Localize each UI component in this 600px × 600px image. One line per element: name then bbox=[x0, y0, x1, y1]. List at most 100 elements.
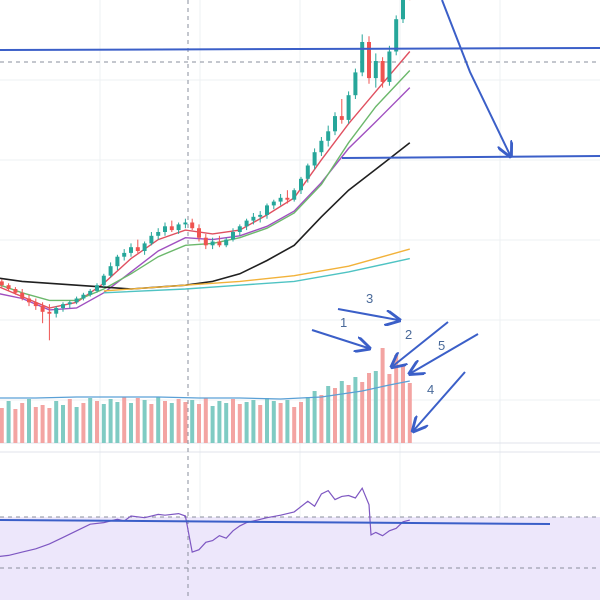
volume-bar bbox=[312, 391, 317, 443]
candle-body bbox=[88, 290, 93, 295]
annotation-arrow-2[interactable] bbox=[393, 321, 449, 366]
volume-bar bbox=[360, 382, 365, 443]
volume-bar bbox=[108, 399, 113, 443]
annotation-arrow-3[interactable] bbox=[337, 308, 398, 320]
candle-body bbox=[278, 197, 283, 202]
volume-bar bbox=[101, 404, 106, 443]
candle-body bbox=[190, 222, 195, 229]
volume-bar bbox=[339, 381, 344, 443]
volume-bar bbox=[346, 385, 351, 443]
volume-bar bbox=[292, 407, 297, 443]
volume-bar bbox=[401, 365, 405, 443]
candle-body bbox=[380, 61, 385, 82]
volume-bar bbox=[142, 400, 147, 443]
candle-body bbox=[244, 220, 249, 227]
volume-bar bbox=[203, 398, 208, 443]
volume-bar bbox=[163, 401, 167, 443]
volume-bar bbox=[149, 404, 154, 443]
annotation-arrow-4[interactable] bbox=[414, 371, 466, 430]
rsi-horizontal-line[interactable] bbox=[0, 519, 551, 525]
candle-body bbox=[54, 308, 59, 314]
horizontal-target-line[interactable] bbox=[341, 155, 600, 159]
volume-bar bbox=[305, 397, 310, 443]
volume-bar bbox=[74, 407, 79, 443]
candle-body bbox=[197, 228, 201, 238]
volume-bar bbox=[373, 371, 378, 443]
volume-bar bbox=[61, 405, 65, 443]
candle-body bbox=[163, 226, 167, 232]
candle-body bbox=[183, 222, 188, 225]
volume-bar bbox=[135, 398, 140, 443]
candle-body bbox=[373, 61, 378, 79]
candle-body bbox=[47, 311, 52, 314]
rsi-pane bbox=[0, 516, 600, 600]
rsi-line-layer bbox=[0, 486, 410, 558]
candle-body bbox=[81, 294, 86, 299]
user-drawings: 1 2 3 4 5 bbox=[0, 0, 600, 525]
volume-bar bbox=[285, 400, 290, 443]
candle-body bbox=[135, 247, 140, 251]
volume-bar bbox=[367, 373, 371, 443]
volume-bar bbox=[387, 374, 392, 443]
candle-body bbox=[231, 232, 235, 240]
candle-body bbox=[20, 292, 25, 299]
candle-body bbox=[101, 275, 106, 286]
candle-body bbox=[258, 214, 263, 217]
volume-bar bbox=[217, 401, 222, 443]
candle-body bbox=[156, 232, 161, 236]
annotation-label-5: 5 bbox=[438, 338, 445, 353]
volume-bar bbox=[33, 407, 38, 443]
volume-bar bbox=[326, 386, 331, 443]
candle-body bbox=[353, 72, 358, 96]
candle-body bbox=[387, 51, 392, 82]
volume-bar bbox=[333, 388, 337, 443]
candle-body bbox=[74, 298, 79, 303]
candle-body bbox=[339, 116, 344, 120]
volume-bar bbox=[95, 401, 99, 443]
volume-bar bbox=[13, 409, 18, 443]
candle-body bbox=[176, 224, 181, 231]
volume-bars bbox=[0, 348, 412, 443]
rsi-line bbox=[0, 486, 410, 558]
candle-body bbox=[61, 304, 65, 308]
volume-bar bbox=[156, 397, 161, 443]
candle-body bbox=[95, 285, 99, 291]
volume-bar bbox=[47, 408, 52, 443]
annotation-arrow-5[interactable] bbox=[411, 333, 479, 373]
candle-body bbox=[237, 226, 242, 232]
candle-body bbox=[13, 289, 18, 293]
moving-average-line bbox=[0, 142, 411, 290]
candle-body bbox=[326, 131, 331, 141]
moving-average-line bbox=[103, 248, 410, 292]
volume-bar bbox=[88, 398, 93, 443]
volume-bar bbox=[176, 399, 181, 443]
candle-body bbox=[210, 241, 215, 246]
projection-arrow-down[interactable] bbox=[441, 0, 510, 155]
annotation-arrow-1[interactable] bbox=[311, 329, 368, 348]
candle-body bbox=[6, 285, 11, 289]
volume-bar bbox=[237, 404, 242, 443]
rsi-overbought-band bbox=[0, 517, 600, 600]
candle-body bbox=[285, 197, 290, 200]
volume-bar bbox=[27, 399, 31, 443]
annotation-label-1: 1 bbox=[340, 315, 347, 330]
volume-ma-line bbox=[0, 380, 410, 400]
annotation-label-4: 4 bbox=[427, 382, 434, 397]
candle-body bbox=[203, 237, 208, 246]
candle-body bbox=[33, 302, 38, 307]
candle-body bbox=[401, 0, 405, 20]
candle-body bbox=[27, 298, 31, 303]
candle-body bbox=[346, 95, 351, 120]
volume-bar bbox=[271, 401, 276, 443]
volume-moving-average bbox=[0, 380, 410, 400]
annotation-label-3: 3 bbox=[366, 291, 373, 306]
volume-bar bbox=[81, 403, 86, 443]
annotation-label-2: 2 bbox=[405, 327, 412, 342]
candle-body bbox=[360, 42, 365, 73]
volume-bar bbox=[353, 377, 358, 443]
volume-bar bbox=[67, 399, 72, 443]
horizontal-resistance-line[interactable] bbox=[0, 47, 600, 51]
volume-bar bbox=[380, 348, 385, 443]
volume-bar bbox=[169, 403, 174, 443]
